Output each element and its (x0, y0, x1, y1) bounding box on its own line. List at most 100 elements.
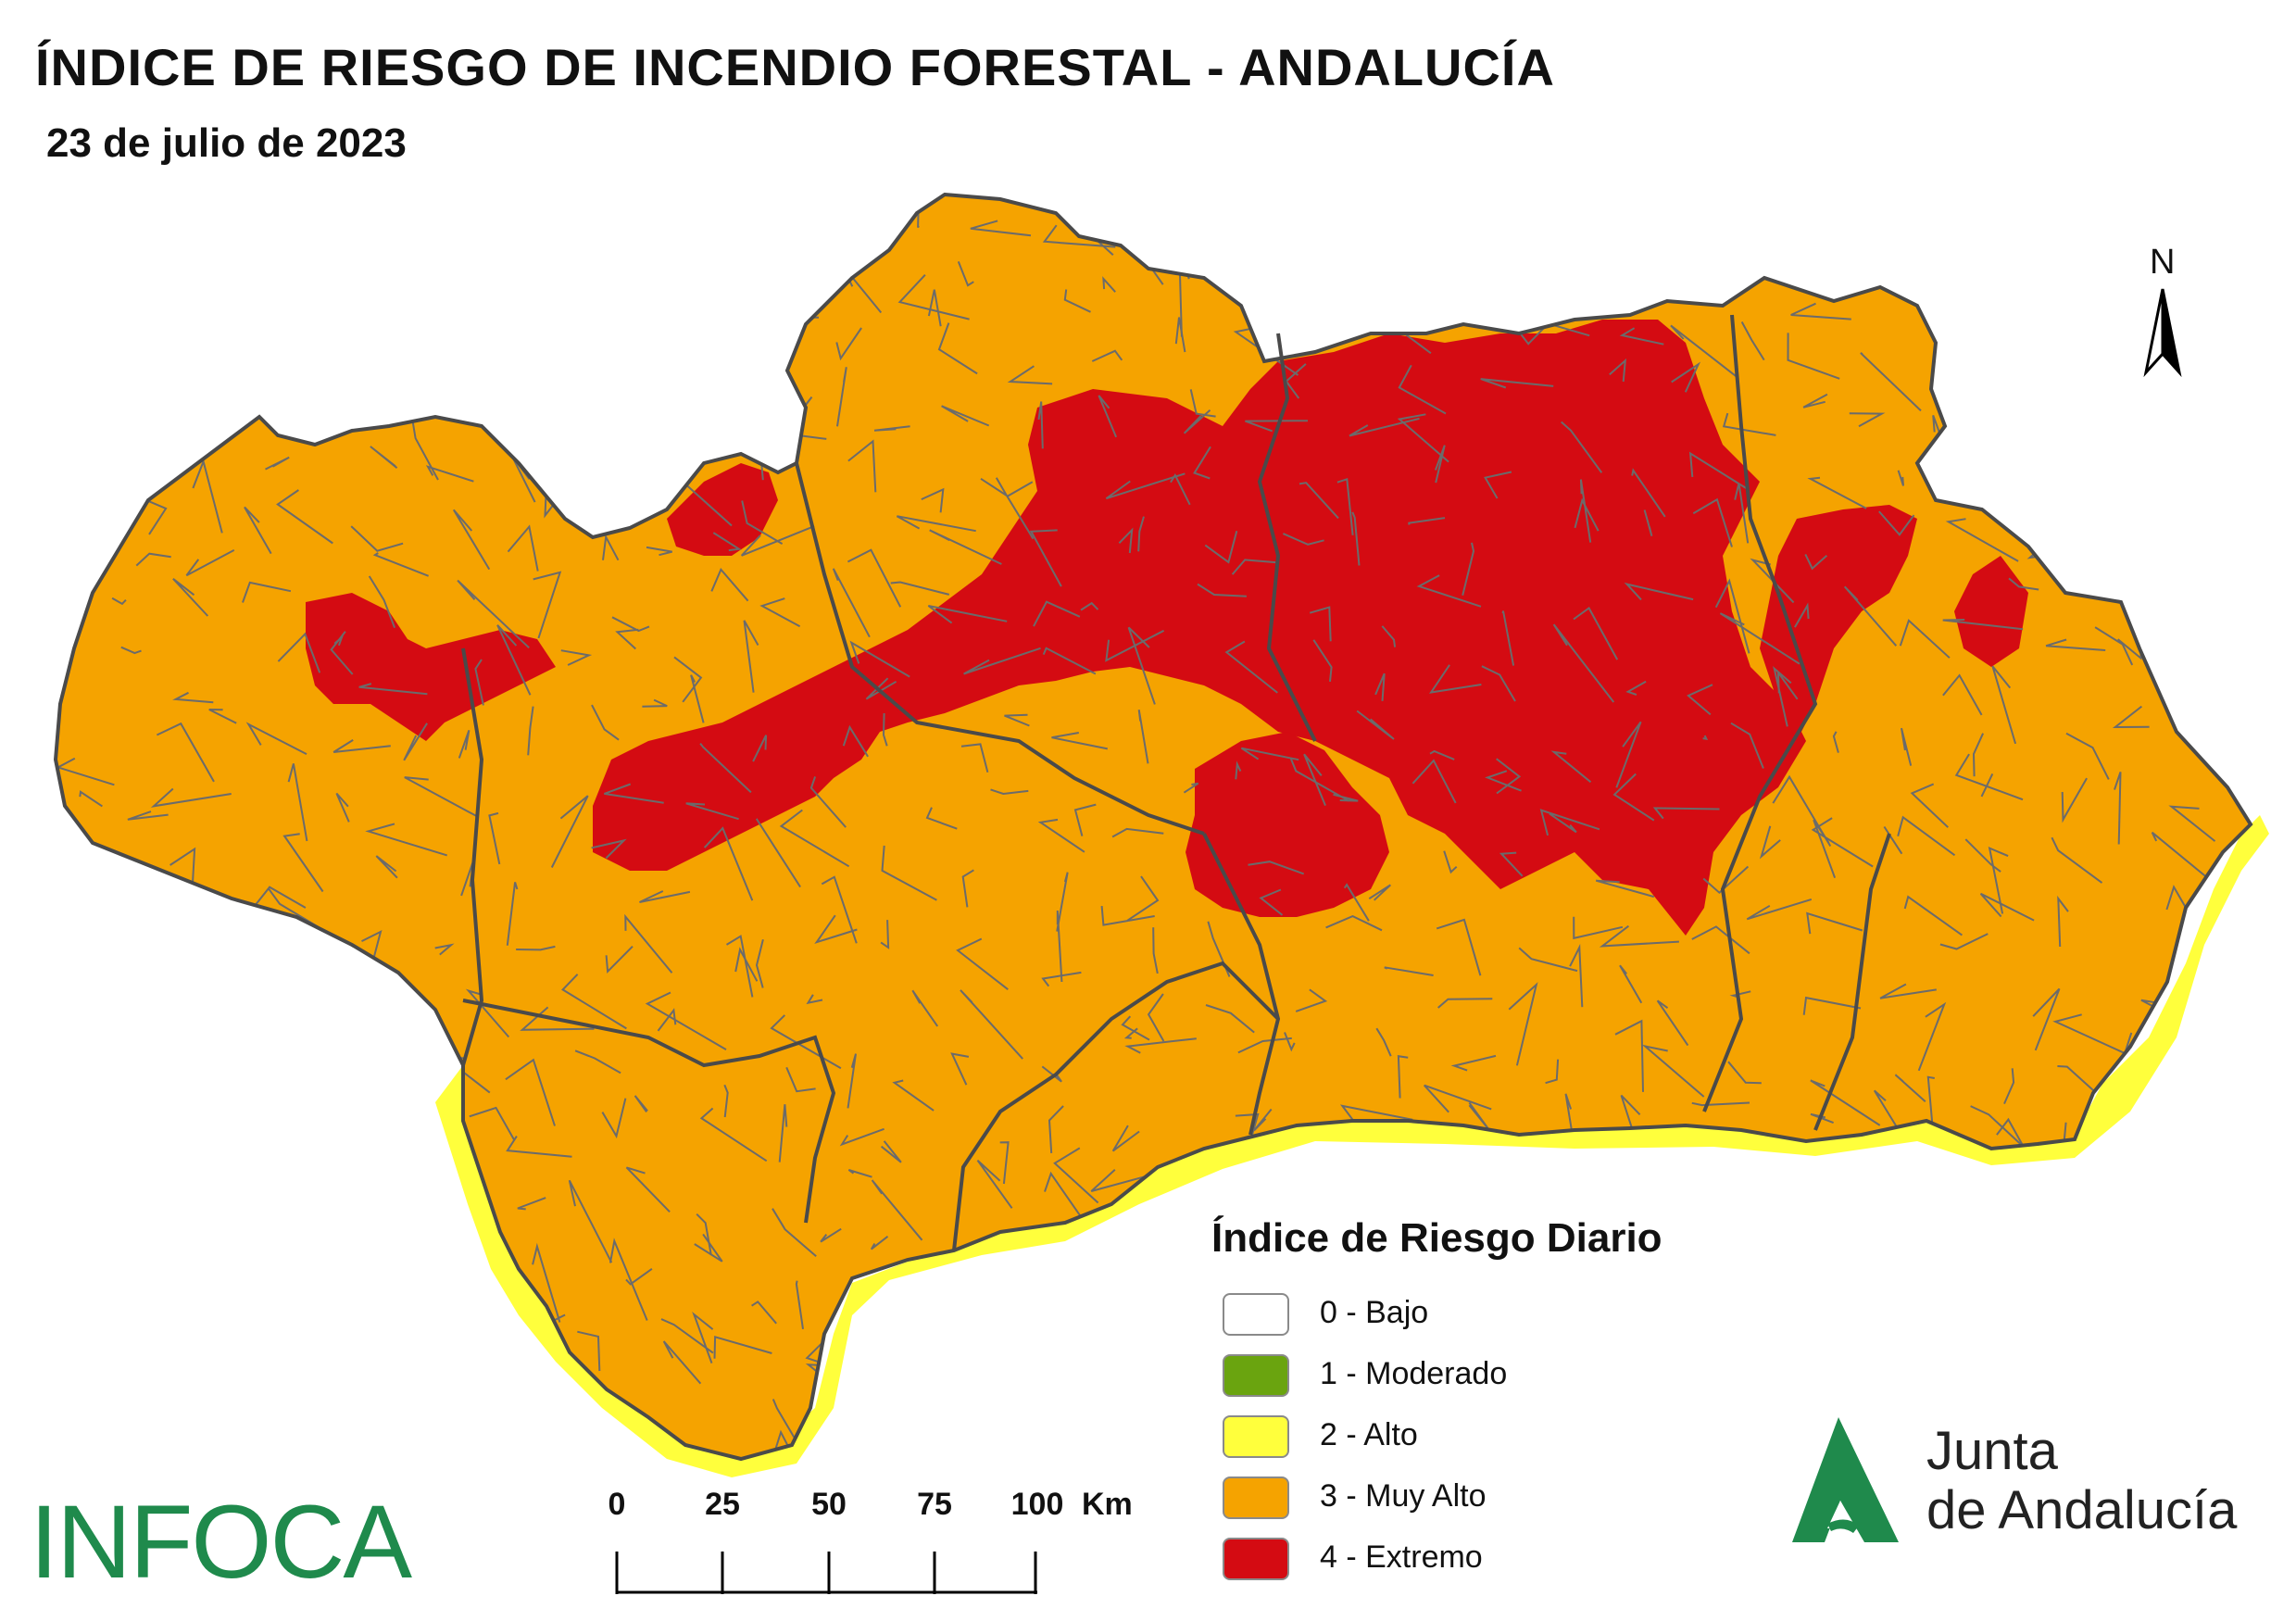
municipal-boundary (1923, 450, 1950, 468)
municipal-boundary (1105, 472, 1186, 500)
municipal-boundary (2126, 405, 2155, 454)
scale-unit: Km (1082, 1487, 1133, 1522)
legend-label: 2 - Alto (1320, 1417, 1418, 1452)
municipal-boundary (269, 1391, 281, 1409)
municipal-boundary (925, 807, 958, 830)
municipal-boundary (657, 1008, 677, 1032)
municipal-boundary (713, 1335, 772, 1359)
municipal-boundary (1211, 1399, 1270, 1412)
municipal-boundary (1692, 497, 1733, 547)
municipal-boundary (950, 1052, 970, 1086)
municipal-boundary (212, 1217, 220, 1274)
municipal-boundary (1295, 988, 1328, 1012)
municipal-boundary (451, 1363, 470, 1412)
municipal-boundary (496, 624, 532, 696)
municipal-boundary (1579, 479, 1592, 543)
municipal-boundary (1289, 758, 1349, 802)
municipal-boundary (1048, 1105, 1064, 1153)
municipal-boundary (755, 818, 801, 888)
municipal-boundary (64, 999, 113, 1020)
municipal-boundary (2094, 626, 2134, 666)
municipal-boundary (1161, 1305, 1186, 1334)
municipal-boundary (1368, 884, 1391, 901)
municipal-boundary (1573, 607, 1619, 660)
municipal-boundary (1719, 612, 1800, 665)
municipal-boundary (690, 674, 705, 723)
municipal-boundary (1926, 1207, 1978, 1239)
municipal-boundary (434, 943, 455, 956)
municipal-boundary (912, 1463, 928, 1489)
municipal-boundary (506, 1136, 572, 1158)
municipal-boundary (1942, 673, 1983, 716)
municipal-boundary (1041, 1065, 1062, 1083)
municipal-boundary (2207, 697, 2229, 708)
municipal-boundary (921, 487, 945, 513)
municipal-boundary (615, 628, 639, 650)
municipal-boundary (577, 1330, 601, 1372)
extremo-zone-west (306, 593, 556, 741)
municipal-boundary (1736, 180, 1750, 186)
municipal-boundary (2089, 210, 2102, 227)
municipal-boundary (1619, 964, 1643, 1004)
municipal-boundary (2206, 1308, 2233, 1334)
municipal-boundary (1037, 401, 1044, 449)
municipal-boundary (243, 1037, 310, 1081)
municipal-boundary (1910, 783, 1949, 828)
province-boundary (1202, 833, 1281, 1136)
municipal-boundary (2279, 922, 2296, 927)
municipal-boundary (1879, 983, 1937, 999)
municipal-boundary (1885, 1296, 1914, 1335)
municipal-boundary (1691, 259, 1702, 288)
north-arrow-icon (2143, 288, 2182, 378)
municipal-boundary (1552, 623, 1615, 703)
municipal-boundary (1922, 228, 1967, 301)
municipal-boundary (370, 446, 398, 469)
municipal-boundary (412, 1298, 471, 1363)
municipal-boundary (474, 659, 484, 706)
municipal-boundary (602, 534, 620, 561)
municipal-boundary (785, 1066, 816, 1093)
municipal-boundary (377, 297, 404, 350)
municipal-boundary (1460, 1328, 1520, 1361)
municipal-boundary (1183, 409, 1211, 434)
municipal-boundary (1612, 1308, 1650, 1317)
municipal-boundary (741, 500, 784, 545)
municipal-boundary (591, 838, 627, 860)
municipal-boundary (2264, 627, 2296, 644)
municipal-boundary (532, 1453, 558, 1459)
scale-bar-line (615, 1552, 1037, 1594)
municipal-boundary (2008, 577, 2039, 591)
municipal-boundary (1324, 266, 1372, 301)
municipal-boundary (832, 568, 871, 638)
municipal-boundary (488, 811, 501, 865)
municipal-boundary (1411, 759, 1457, 804)
municipal-boundary (107, 1230, 129, 1260)
municipal-boundary (960, 743, 989, 773)
municipal-boundary (1174, 317, 1186, 353)
province-boundary (795, 462, 1205, 836)
municipal-boundary (2181, 1069, 2207, 1121)
municipal-boundary (694, 1233, 723, 1263)
municipal-boundary (258, 1008, 295, 1029)
municipal-boundary (927, 605, 1008, 624)
municipal-boundary (2112, 705, 2150, 729)
municipal-boundary (56, 1176, 109, 1224)
municipal-boundary (1734, 483, 1750, 544)
municipal-boundary (870, 1236, 889, 1250)
municipal-boundary (1806, 1354, 1829, 1371)
municipal-boundary (699, 1107, 768, 1162)
municipal-boundary (1374, 672, 1386, 701)
municipal-boundary (1424, 1084, 1492, 1113)
municipal-boundary (778, 264, 825, 306)
municipal-boundary (1599, 924, 1679, 948)
municipal-boundary (260, 232, 322, 248)
municipal-boundary (1939, 933, 1989, 950)
municipal-boundary (1356, 710, 1395, 740)
municipal-boundary (703, 826, 754, 901)
municipal-boundary (491, 1349, 514, 1383)
province-boundary (462, 999, 836, 1224)
legend-label: 3 - Muy Alto (1320, 1478, 1487, 1514)
municipal-boundary (91, 480, 116, 492)
municipal-boundary (56, 883, 103, 944)
municipal-boundary (350, 334, 411, 371)
